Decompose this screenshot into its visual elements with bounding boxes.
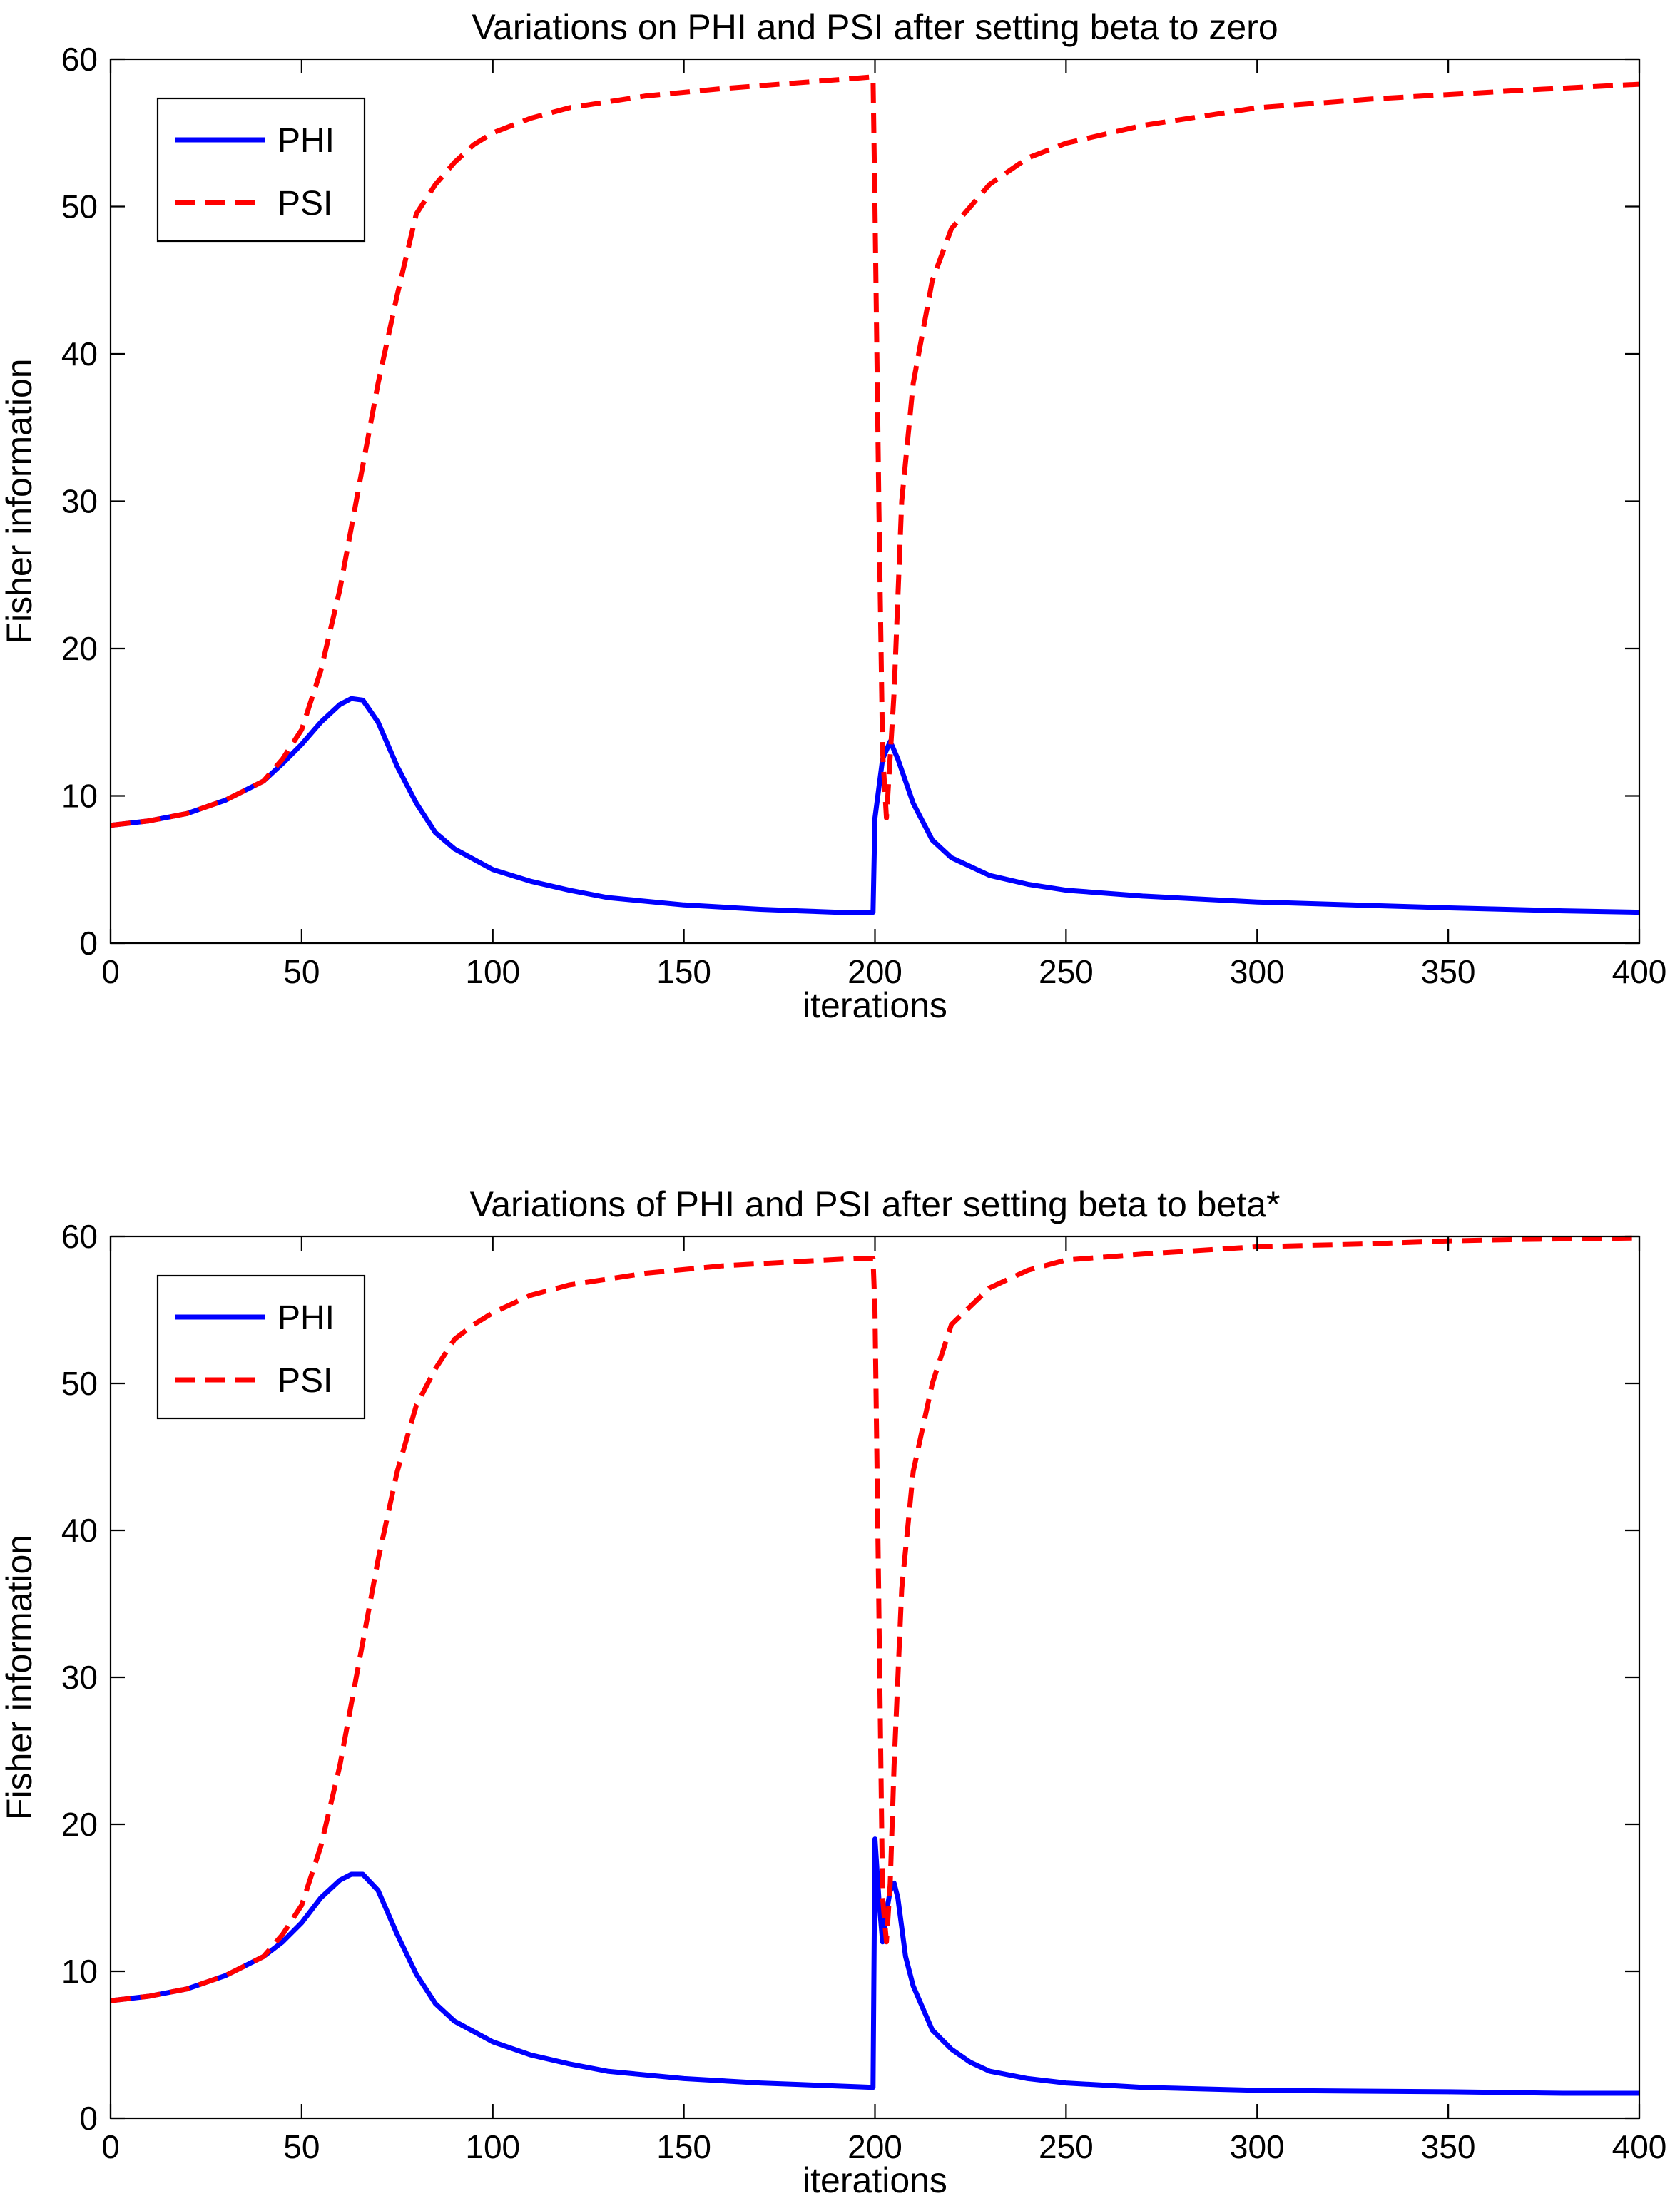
top-x-tick-label: 300: [1230, 953, 1285, 990]
bottom-legend-label-phi: PHI: [278, 1299, 335, 1337]
top-x-tick-label: 400: [1612, 953, 1667, 990]
top-x-axis-label: iterations: [803, 985, 947, 1025]
bottom-x-axis-label: iterations: [803, 2160, 947, 2200]
chart-bottom: Variations of PHI and PSI after setting …: [0, 1184, 1666, 2200]
top-x-tick-label: 50: [283, 953, 320, 990]
bottom-y-axis-label: Fisher information: [0, 1535, 39, 1820]
bottom-series-phi-line: [111, 1836, 1639, 2096]
bottom-legend-box: [156, 1274, 366, 1420]
bottom-y-tick-label: 40: [61, 1512, 98, 1549]
bottom-x-tick-label: 400: [1612, 2128, 1667, 2165]
top-x-tick-label: 0: [101, 953, 120, 990]
top-y-axis-label: Fisher information: [0, 358, 39, 644]
bottom-x-tick-label: 350: [1421, 2128, 1476, 2165]
bottom-x-tick-label: 100: [465, 2128, 520, 2165]
top-y-tick-label: 30: [61, 483, 98, 520]
bottom-y-tick-label: 20: [61, 1806, 98, 1843]
top-x-tick-label: 350: [1421, 953, 1476, 990]
bottom-x-tick-label: 200: [847, 2128, 902, 2165]
bottom-y-tick-label: 50: [61, 1365, 98, 1402]
top-series-phi-line: [111, 696, 1639, 915]
top-legend-box: [156, 97, 366, 243]
top-y-tick-label: 60: [61, 41, 98, 78]
top-y-tick-label: 10: [61, 778, 98, 815]
bottom-y-tick-label: 0: [79, 2100, 98, 2137]
top-y-tick-label: 50: [61, 188, 98, 225]
bottom-chart-title: Variations of PHI and PSI after setting …: [470, 1184, 1281, 1224]
bottom-x-tick-label: 150: [656, 2128, 711, 2165]
top-x-tick-label: 150: [656, 953, 711, 990]
bottom-legend: PHI PSI: [156, 1274, 366, 1420]
top-y-tick-label: 0: [79, 925, 98, 962]
bottom-x-tick-label: 50: [283, 2128, 320, 2165]
bottom-legend-label-psi: PSI: [278, 1362, 332, 1400]
bottom-y-tick-label: 60: [61, 1218, 98, 1255]
top-x-tick-label: 250: [1039, 953, 1094, 990]
top-legend: PHI PSI: [156, 97, 366, 243]
top-y-tick-label: 40: [61, 335, 98, 372]
bottom-x-tick-label: 300: [1230, 2128, 1285, 2165]
bottom-y-tick-label: 30: [61, 1659, 98, 1696]
top-legend-label-psi: PSI: [278, 185, 332, 223]
top-chart-title: Variations on PHI and PSI after setting …: [472, 7, 1278, 47]
top-x-tick-label: 100: [465, 953, 520, 990]
chart-top: Variations on PHI and PSI after setting …: [0, 7, 1666, 1025]
bottom-y-tick-label: 10: [61, 1953, 98, 1990]
bottom-x-tick-label: 0: [101, 2128, 120, 2165]
top-series-psi-line: [111, 74, 1639, 828]
top-x-tick-label: 200: [847, 953, 902, 990]
top-y-tick-label: 20: [61, 630, 98, 667]
bottom-series-psi-line: [111, 1235, 1639, 2003]
bottom-x-tick-label: 250: [1039, 2128, 1094, 2165]
top-legend-label-phi: PHI: [278, 122, 335, 160]
